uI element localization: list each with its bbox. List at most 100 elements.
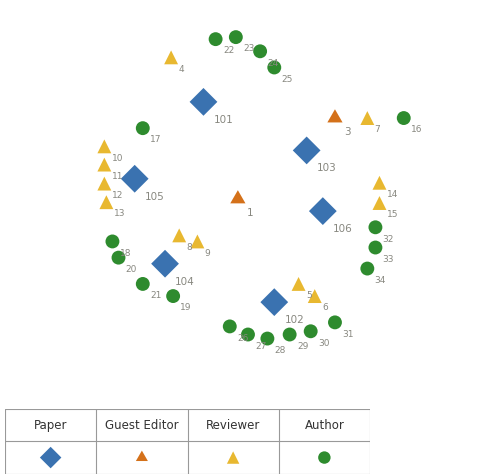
Text: 103: 103 bbox=[317, 163, 336, 173]
Point bbox=[376, 199, 384, 207]
Text: 102: 102 bbox=[284, 315, 304, 325]
Text: 31: 31 bbox=[342, 330, 353, 338]
Point bbox=[175, 232, 183, 239]
FancyArrowPatch shape bbox=[323, 214, 364, 268]
FancyArrowPatch shape bbox=[310, 120, 402, 155]
FancyArrowPatch shape bbox=[171, 60, 201, 101]
Point bbox=[331, 318, 339, 326]
Point bbox=[256, 48, 264, 55]
Point bbox=[294, 280, 302, 288]
Text: 10: 10 bbox=[112, 154, 123, 163]
Text: 24: 24 bbox=[268, 59, 278, 68]
Point bbox=[364, 265, 372, 272]
FancyArrowPatch shape bbox=[307, 119, 332, 148]
Text: Guest Editor: Guest Editor bbox=[105, 419, 178, 432]
Text: 29: 29 bbox=[297, 342, 308, 351]
FancyArrowPatch shape bbox=[309, 119, 365, 149]
Point bbox=[372, 223, 380, 231]
Point bbox=[319, 208, 327, 215]
Point bbox=[286, 331, 294, 338]
Text: 16: 16 bbox=[411, 125, 422, 134]
Text: 26: 26 bbox=[237, 334, 248, 343]
FancyArrowPatch shape bbox=[276, 294, 312, 301]
Point bbox=[167, 54, 175, 61]
Text: 34: 34 bbox=[374, 276, 386, 285]
FancyArrowPatch shape bbox=[206, 104, 240, 196]
Text: 28: 28 bbox=[274, 346, 286, 355]
Point bbox=[100, 180, 108, 188]
Text: 11: 11 bbox=[112, 172, 123, 181]
Point bbox=[229, 454, 237, 461]
FancyArrowPatch shape bbox=[206, 70, 273, 103]
Point bbox=[331, 114, 339, 122]
Text: 6: 6 bbox=[322, 303, 328, 312]
Text: 33: 33 bbox=[382, 255, 394, 264]
Point bbox=[139, 280, 147, 288]
Text: 104: 104 bbox=[175, 277, 195, 287]
Text: 19: 19 bbox=[180, 303, 192, 312]
FancyArrowPatch shape bbox=[144, 264, 163, 281]
Point bbox=[264, 335, 272, 342]
Text: 5: 5 bbox=[306, 291, 312, 300]
Point bbox=[320, 454, 328, 461]
Point bbox=[306, 327, 314, 335]
Text: 27: 27 bbox=[256, 342, 266, 351]
FancyArrowPatch shape bbox=[107, 179, 132, 183]
FancyArrowPatch shape bbox=[250, 305, 272, 333]
FancyArrowPatch shape bbox=[206, 54, 258, 101]
Point bbox=[200, 98, 207, 106]
FancyArrowPatch shape bbox=[276, 304, 332, 325]
Text: 8: 8 bbox=[186, 243, 192, 252]
Point bbox=[46, 454, 54, 461]
Text: 22: 22 bbox=[223, 47, 234, 55]
Point bbox=[372, 244, 380, 251]
FancyArrowPatch shape bbox=[168, 201, 236, 263]
Text: 101: 101 bbox=[214, 115, 234, 125]
FancyArrowPatch shape bbox=[240, 201, 277, 299]
Point bbox=[364, 114, 372, 122]
Point bbox=[310, 292, 318, 300]
Text: 12: 12 bbox=[112, 191, 123, 200]
FancyArrowPatch shape bbox=[106, 167, 132, 178]
Point bbox=[226, 323, 234, 330]
Point bbox=[108, 238, 116, 245]
Text: 106: 106 bbox=[333, 224, 352, 234]
Point bbox=[234, 195, 242, 203]
FancyArrowPatch shape bbox=[324, 182, 376, 208]
Text: 9: 9 bbox=[204, 249, 210, 258]
FancyArrowPatch shape bbox=[166, 242, 194, 261]
FancyArrowPatch shape bbox=[326, 201, 376, 210]
Text: 1: 1 bbox=[247, 208, 254, 218]
FancyArrowPatch shape bbox=[275, 305, 288, 332]
FancyArrowPatch shape bbox=[166, 267, 172, 294]
Point bbox=[139, 124, 147, 132]
Text: 14: 14 bbox=[387, 190, 398, 199]
FancyArrowPatch shape bbox=[121, 255, 162, 262]
FancyArrowPatch shape bbox=[275, 284, 296, 299]
FancyArrowPatch shape bbox=[276, 305, 308, 331]
Point bbox=[212, 35, 220, 43]
Point bbox=[302, 147, 310, 154]
Point bbox=[169, 292, 177, 300]
Text: 4: 4 bbox=[178, 65, 184, 74]
FancyArrowPatch shape bbox=[204, 40, 234, 99]
FancyArrowPatch shape bbox=[108, 180, 132, 200]
Point bbox=[270, 64, 278, 71]
FancyArrowPatch shape bbox=[268, 305, 274, 336]
FancyArrowPatch shape bbox=[232, 304, 272, 326]
FancyArrowPatch shape bbox=[326, 212, 373, 227]
Text: 17: 17 bbox=[150, 136, 162, 144]
FancyArrowPatch shape bbox=[115, 243, 162, 263]
Point bbox=[102, 198, 110, 206]
Text: 20: 20 bbox=[126, 265, 137, 274]
Text: 21: 21 bbox=[150, 291, 162, 300]
FancyArrowPatch shape bbox=[105, 149, 132, 178]
FancyArrowPatch shape bbox=[164, 237, 177, 261]
Point bbox=[138, 454, 146, 461]
Point bbox=[244, 331, 252, 338]
Text: 18: 18 bbox=[120, 249, 131, 258]
Point bbox=[376, 179, 384, 187]
Text: 25: 25 bbox=[282, 75, 293, 84]
Point bbox=[130, 175, 138, 183]
Text: 7: 7 bbox=[374, 125, 380, 134]
